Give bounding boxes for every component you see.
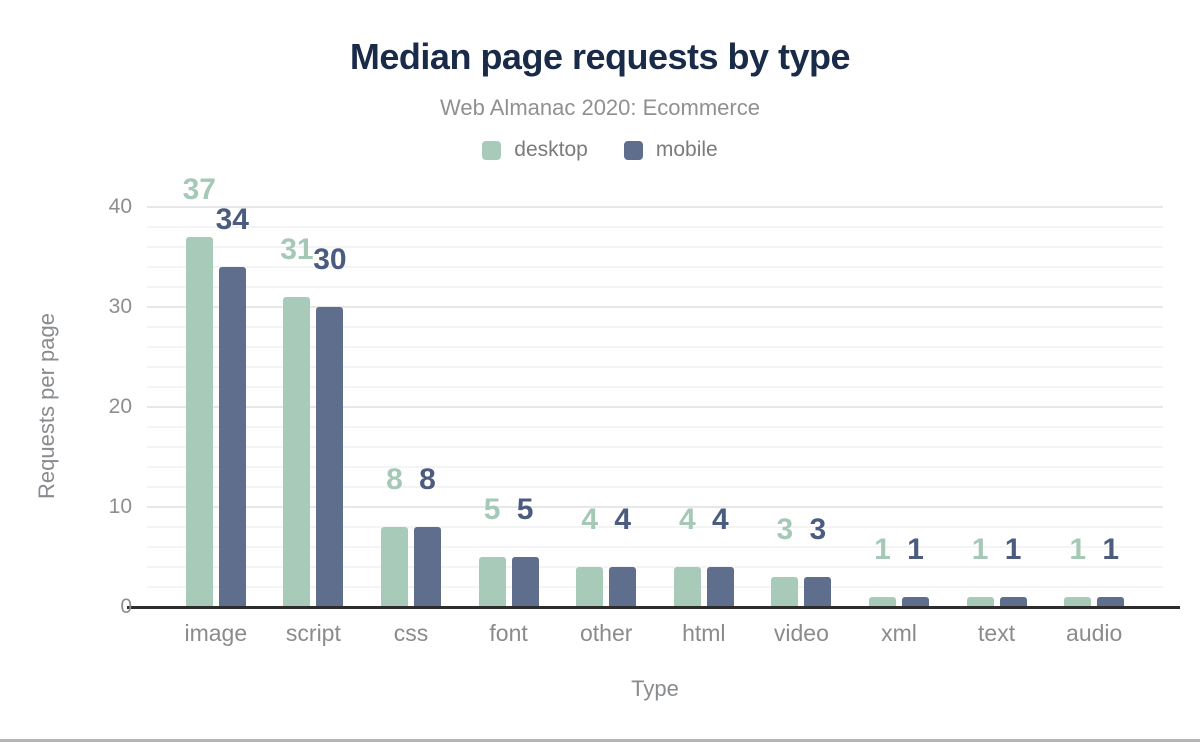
x-axis-baseline <box>127 606 1180 609</box>
y-tick-label: 0 <box>120 595 132 618</box>
gridline <box>147 266 1163 268</box>
y-tick-label: 40 <box>108 195 132 218</box>
gridline <box>147 526 1163 528</box>
gridline <box>147 506 1163 508</box>
value-label-desktop-image: 37 <box>182 173 216 206</box>
value-label-desktop-font: 5 <box>483 493 501 526</box>
value-label-mobile-video: 3 <box>809 513 827 546</box>
legend-label-desktop: desktop <box>514 138 588 161</box>
x-label-other: other <box>579 620 633 646</box>
bar-desktop-other[interactable] <box>576 567 604 607</box>
x-label-font: font <box>489 620 528 646</box>
bar-mobile-video[interactable] <box>804 577 832 607</box>
value-label-mobile-css: 8 <box>419 463 436 496</box>
bar-mobile-audio[interactable] <box>1097 597 1125 607</box>
gridline <box>147 346 1163 348</box>
x-label-script: script <box>285 620 341 646</box>
page-bottom-border <box>0 739 1200 742</box>
bar-mobile-css[interactable] <box>414 527 441 607</box>
value-label-mobile-script: 30 <box>313 243 347 276</box>
chart-subtitle: Web Almanac 2020: Ecommerce <box>440 95 760 120</box>
bar-mobile-font[interactable] <box>511 557 539 607</box>
gridline <box>147 386 1163 388</box>
x-label-video: video <box>773 620 829 646</box>
gridline <box>147 206 1163 208</box>
value-label-desktop-other: 4 <box>581 503 599 536</box>
bar-mobile-script[interactable] <box>316 307 344 607</box>
value-label-desktop-css: 8 <box>386 463 403 496</box>
value-label-desktop-video: 3 <box>776 513 794 546</box>
x-axis-title: Type <box>631 676 679 701</box>
bar-mobile-image[interactable] <box>218 267 246 607</box>
x-label-xml: xml <box>881 620 917 646</box>
y-tick-label: 30 <box>108 295 132 318</box>
desktop-swatch <box>482 140 502 160</box>
gridline <box>147 326 1163 328</box>
value-label-desktop-audio: 1 <box>1069 533 1087 566</box>
value-label-mobile-other: 4 <box>614 503 632 536</box>
bar-desktop-text[interactable] <box>966 597 994 607</box>
x-label-css: css <box>393 620 429 646</box>
mobile-swatch <box>623 140 643 160</box>
gridline <box>147 446 1163 448</box>
bar-desktop-xml[interactable] <box>869 597 896 607</box>
value-label-desktop-text: 1 <box>971 533 989 566</box>
gridline <box>147 586 1163 588</box>
legend-item-desktop[interactable]: desktop <box>482 138 588 162</box>
bar-mobile-other[interactable] <box>609 567 637 607</box>
value-label-desktop-html: 4 <box>678 503 696 536</box>
bar-desktop-script[interactable] <box>283 297 311 607</box>
bar-desktop-video[interactable] <box>771 577 799 607</box>
bar-mobile-xml[interactable] <box>902 597 929 607</box>
value-label-mobile-audio: 1 <box>1102 533 1120 566</box>
bar-mobile-text[interactable] <box>999 597 1027 607</box>
gridline <box>147 406 1163 408</box>
x-label-audio: audio <box>1066 620 1123 646</box>
bar-desktop-css[interactable] <box>381 527 408 607</box>
gridline <box>147 246 1163 248</box>
bar-desktop-font[interactable] <box>478 557 506 607</box>
value-label-mobile-image: 34 <box>215 203 249 236</box>
x-label-html: html <box>682 620 726 646</box>
gridline <box>147 466 1163 468</box>
gridline <box>147 366 1163 368</box>
value-label-mobile-text: 1 <box>1004 533 1022 566</box>
bar-desktop-html[interactable] <box>673 567 701 607</box>
gridline <box>147 426 1163 428</box>
gridline <box>147 226 1163 228</box>
gridline <box>147 566 1163 568</box>
legend-item-mobile[interactable]: mobile <box>623 138 718 162</box>
value-label-mobile-font: 5 <box>516 493 534 526</box>
legend: desktop mobile <box>0 138 1200 162</box>
legend-label-mobile: mobile <box>655 138 718 161</box>
value-label-desktop-xml: 1 <box>874 533 891 566</box>
value-label-desktop-script: 31 <box>280 233 314 266</box>
gridline <box>147 286 1163 288</box>
x-label-text: text <box>978 620 1016 646</box>
bar-desktop-image[interactable] <box>185 237 213 607</box>
chart-title: Median page requests by type <box>349 36 851 77</box>
value-label-mobile-html: 4 <box>711 503 729 536</box>
bar-desktop-audio[interactable] <box>1064 597 1092 607</box>
bar-mobile-html[interactable] <box>706 567 734 607</box>
gridline <box>147 546 1163 548</box>
x-label-image: image <box>184 620 248 646</box>
gridline <box>147 306 1163 308</box>
plot-area: 37 34 image 31 30 script 8 8 css 5 5 font 4 4 other 4 4 h… <box>147 175 1163 646</box>
gridline <box>147 486 1163 488</box>
y-tick-label: 20 <box>108 395 132 418</box>
y-tick-label: 10 <box>108 495 132 518</box>
value-label-mobile-xml: 1 <box>907 533 924 566</box>
